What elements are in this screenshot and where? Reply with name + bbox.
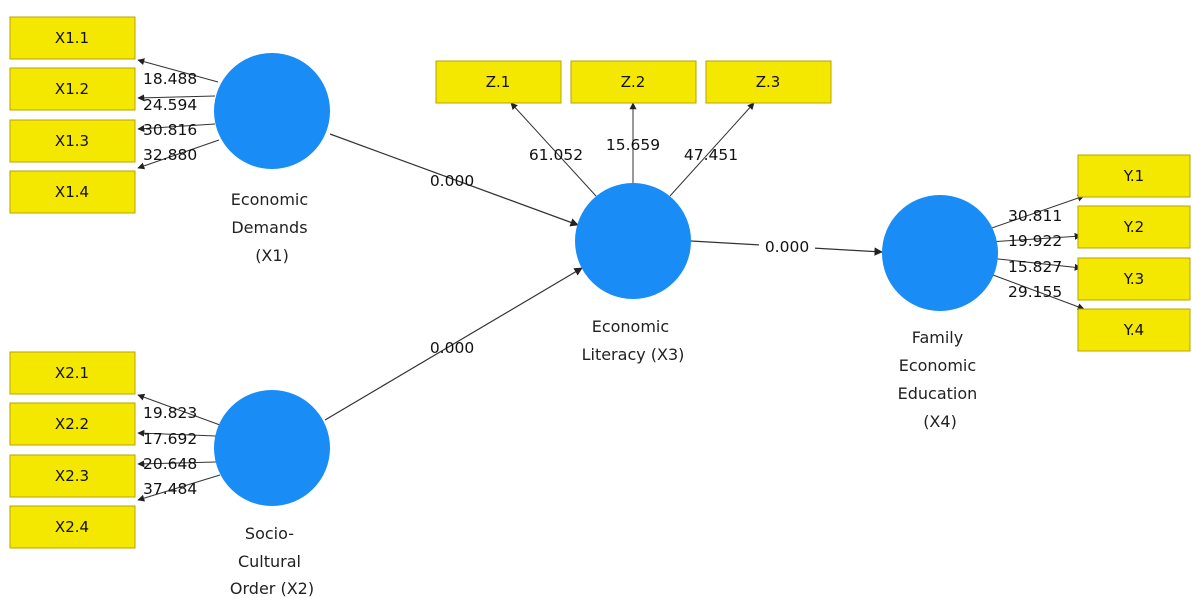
indicator-x2-1[interactable]: X2.1 (9, 351, 136, 395)
z-indicators: Z.1 Z.2 Z.3 (435, 60, 832, 104)
indicator-label: Z.2 (621, 73, 646, 91)
indicator-x1-1[interactable]: X1.1 (9, 16, 136, 60)
loading-value-x2-1: 19.823 (143, 404, 197, 422)
latent-x2[interactable] (214, 390, 330, 506)
loading-value-x2-2: 17.692 (143, 430, 197, 448)
loading-value-y-2: 19.922 (1008, 232, 1062, 250)
loading-value-x2-3: 20.648 (143, 455, 197, 473)
indicator-y-2[interactable]: Y.2 (1077, 205, 1191, 249)
path-x1-x3-value: 0.000 (430, 172, 474, 190)
path-x1-to-x3 (329, 133, 579, 227)
indicator-label: Z.3 (756, 73, 781, 91)
loading-value-x1-4: 32.880 (143, 146, 197, 164)
y-loading-lines (984, 194, 1085, 311)
loading-line-x2-4 (137, 474, 221, 502)
indicator-label: X2.1 (55, 364, 89, 382)
loading-value-x1-3: 30.816 (143, 121, 197, 139)
indicator-label: Y.1 (1123, 167, 1144, 185)
indicator-x2-4[interactable]: X2.4 (9, 505, 136, 549)
x1-indicators: X1.1 X1.2 X1.3 X1.4 (9, 16, 136, 214)
indicator-x2-3[interactable]: X2.3 (9, 454, 136, 498)
path-x2-to-x3 (324, 267, 583, 421)
loading-line-x1-4 (137, 139, 220, 170)
indicator-label: X1.3 (55, 132, 89, 150)
indicator-label: Y.3 (1123, 270, 1144, 288)
path-x3-x4-value: 0.000 (759, 236, 815, 256)
loading-value-x1-2: 24.594 (143, 96, 197, 114)
loading-value-x1-1: 18.488 (143, 70, 197, 88)
loading-line-x1-3 (137, 123, 216, 133)
latent-x2-label: Socio- Cultural Order (X2) (230, 524, 314, 598)
y-indicators: Y.1 Y.2 Y.3 Y.4 (1077, 154, 1191, 352)
latent-x1[interactable] (214, 53, 330, 169)
latent-x3-label: Economic Literacy (X3) (582, 317, 685, 364)
loading-line-x1-2 (137, 94, 216, 102)
indicator-z-1[interactable]: Z.1 (435, 60, 562, 104)
indicator-label: X2.2 (55, 415, 89, 433)
loading-line-x2-2 (137, 429, 217, 437)
x2-loading-lines (137, 393, 221, 502)
indicator-label: X2.4 (55, 518, 89, 536)
loading-line-y-3 (988, 257, 1082, 271)
indicator-label: X1.2 (55, 80, 89, 98)
loading-line-x2-1 (137, 393, 221, 426)
indicator-x1-4[interactable]: X1.4 (9, 170, 136, 214)
latent-x1-label: Economic Demands (X1) (231, 190, 314, 265)
path-coefficient-x3-x4: 0.000 (765, 238, 809, 256)
loading-value-y-3: 15.827 (1008, 258, 1062, 276)
indicator-label: Z.1 (486, 73, 511, 91)
latent-x4[interactable] (882, 195, 998, 311)
indicator-z-3[interactable]: Z.3 (705, 60, 832, 104)
indicator-label: X1.1 (55, 29, 89, 47)
loading-line-y-2 (988, 232, 1082, 243)
indicator-label: Y.2 (1123, 218, 1144, 236)
indicator-label: X2.3 (55, 467, 89, 485)
path-coefficient-x2-x3: 0.000 (430, 339, 474, 357)
x1-loading-values: 18.488 24.594 30.816 32.880 (143, 70, 197, 164)
path-x2-x3-value: 0.000 (430, 339, 474, 357)
loading-line-z-3 (669, 102, 755, 197)
loading-value-y-1: 30.811 (1008, 207, 1062, 225)
loading-value-z-3: 47.451 (684, 146, 738, 164)
loading-line-x1-1 (137, 58, 219, 83)
loading-value-x2-4: 37.484 (143, 480, 197, 498)
loading-line-y-1 (985, 194, 1085, 231)
indicator-x1-2[interactable]: X1.2 (9, 67, 136, 111)
indicator-label: Y.4 (1123, 321, 1144, 339)
indicator-y-4[interactable]: Y.4 (1077, 308, 1191, 352)
path-coefficient-x1-x3: 0.000 (430, 172, 474, 190)
loading-value-z-1: 61.052 (529, 146, 583, 164)
indicator-x2-2[interactable]: X2.2 (9, 402, 136, 446)
latent-x4-label: Family Economic Education (X4) (898, 328, 983, 431)
indicator-x1-3[interactable]: X1.3 (9, 119, 136, 163)
loading-line-x2-3 (137, 460, 217, 468)
indicator-y-3[interactable]: Y.3 (1077, 257, 1191, 301)
loading-value-y-4: 29.155 (1008, 283, 1062, 301)
indicator-label: X1.4 (55, 183, 89, 201)
indicator-z-2[interactable]: Z.2 (570, 60, 697, 104)
x1-loading-lines (137, 58, 220, 170)
loading-line-y-4 (984, 271, 1085, 311)
loading-line-z-1 (510, 102, 597, 197)
loading-value-z-2: 15.659 (606, 136, 660, 154)
y-loading-values: 30.811 19.922 15.827 29.155 (1008, 207, 1062, 301)
x2-loading-values: 19.823 17.692 20.648 37.484 (143, 404, 197, 498)
indicator-y-1[interactable]: Y.1 (1077, 154, 1191, 198)
latent-x3[interactable] (575, 183, 691, 299)
x2-indicators: X2.1 X2.2 X2.3 X2.4 (9, 351, 136, 549)
z-loading-values: 61.052 15.659 47.451 (529, 136, 738, 164)
z-loading-lines (510, 102, 755, 197)
